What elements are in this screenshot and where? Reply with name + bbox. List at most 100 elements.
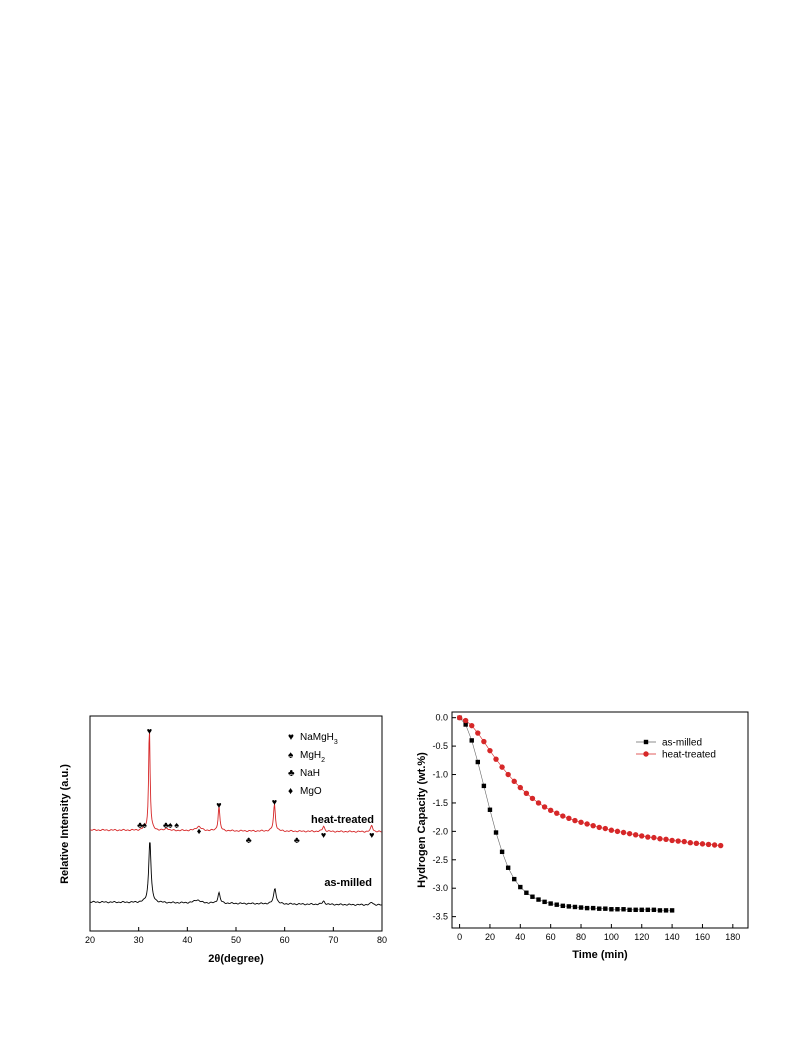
h2-y-tick-label: -3.0 — [432, 883, 448, 893]
h2-data-point — [578, 819, 584, 825]
xrd-chart-svg: 20 30 40 50 60 70 80 ♥♣ ♠ ♣ ♠ ♠♦♥♣♥♣ ♥ ♥ ♥ NaMgH3♠ MgH… — [59, 715, 387, 965]
h2-data-point — [487, 807, 493, 812]
h2-data-point — [681, 838, 687, 845]
h2-data-point — [505, 771, 511, 778]
h2-data-point — [597, 906, 602, 911]
xrd-peak-marker: ♠ — [168, 820, 173, 830]
h2-data-point — [711, 842, 718, 848]
xrd-legend-label: MgH2 — [300, 750, 325, 764]
h2-data-point — [669, 908, 675, 913]
h2-x-tick-label: 180 — [725, 932, 740, 942]
h2-plot-frame — [451, 711, 749, 929]
h2-data-point — [517, 784, 524, 791]
xrd-x-tick-label: 20 — [85, 935, 95, 945]
xrd-series-line — [89, 730, 382, 833]
xrd-x-tick-label: 70 — [328, 935, 338, 945]
xrd-peak-marker: ♣ — [137, 820, 143, 830]
h2-data-point — [536, 897, 541, 902]
h2-data-point — [523, 790, 530, 796]
h2-data-point — [566, 815, 572, 821]
h2-y-tick-label: -1.5 — [432, 798, 448, 808]
h2-data-point — [626, 830, 633, 837]
h2-data-point — [481, 738, 487, 745]
xrd-series-line — [89, 842, 382, 906]
xrd-peak-marker: ♥ — [147, 726, 152, 736]
h2-x-tick-label: 80 — [576, 932, 586, 942]
xrd-legend-symbol: ♣ — [288, 768, 295, 779]
h2-data-point — [663, 836, 669, 843]
h2-data-point — [603, 906, 608, 911]
xrd-peak-marker: ♠ — [174, 820, 179, 830]
h2-data-point — [651, 907, 657, 913]
xrd-peak-marker: ♥ — [216, 800, 221, 810]
h2-data-point — [687, 840, 694, 846]
hydrogen-capacity-chart: 0 20 40 60 80 100 120 140 160 180 0.0 -0.5 -1.0 -1.5 -… — [412, 708, 752, 974]
h2-data-point — [487, 747, 493, 754]
h2-data-point — [469, 738, 474, 743]
xrd-x-tick-label: 60 — [280, 935, 290, 945]
h2-data-point — [572, 904, 578, 910]
h2-data-point — [615, 907, 620, 912]
h2-data-point — [633, 907, 638, 913]
xrd-legend-symbol: ♥ — [288, 732, 294, 743]
h2-data-point — [505, 865, 511, 870]
h2-series-line — [459, 717, 673, 911]
h2-data-point — [609, 907, 614, 912]
h2-data-point — [560, 813, 566, 819]
h2-data-point — [645, 834, 651, 840]
h2-data-point — [657, 836, 663, 842]
hydrogen-capacity-chart-svg: 0 20 40 60 80 100 120 140 160 180 0.0 -0.5 -1.0 -1.5 -… — [416, 711, 749, 961]
h2-data-point — [535, 800, 542, 806]
xrd-peak-marker: ♣ — [246, 835, 252, 845]
h2-data-point — [675, 838, 681, 844]
h2-legend-marker — [643, 751, 649, 757]
h2-data-point — [493, 830, 499, 835]
h2-data-point — [554, 810, 560, 816]
h2-x-tick-label: 140 — [665, 932, 680, 942]
h2-data-point — [456, 714, 463, 721]
xrd-series-label: as-milled — [324, 877, 372, 889]
xrd-y-axis-label: Relative Intensity (a.u.) — [59, 764, 71, 884]
h2-data-point — [481, 783, 487, 789]
h2-data-point — [620, 829, 627, 836]
h2-y-tick-label: -1.0 — [432, 770, 448, 780]
h2-x-tick-label: 160 — [695, 932, 710, 942]
h2-y-tick-label: -2.5 — [432, 855, 448, 865]
h2-data-point — [578, 905, 584, 910]
h2-data-point — [542, 899, 547, 905]
xrd-chart: 20 30 40 50 60 70 80 ♥ ♣ ♠ ♣ ♠ ♠ ♦ ♥ ♣ ♥ ♣ ♥ ♥ ♥ NaMgH3 ♠ MgH… — [56, 710, 396, 1000]
xrd-legend-label: NaMgH3 — [300, 732, 338, 746]
h2-data-point — [462, 717, 469, 724]
xrd-series-label: heat-treated — [311, 814, 374, 826]
h2-x-tick-label: 20 — [485, 932, 495, 942]
xrd-peak-marker: ♥ — [321, 830, 326, 840]
xrd-x-tick-label: 30 — [134, 935, 144, 945]
h2-legend-label: as-milled — [662, 738, 702, 749]
h2-data-point — [651, 834, 657, 841]
h2-data-point — [493, 756, 499, 762]
xrd-legend-label: NaH — [300, 768, 320, 779]
h2-x-tick-label: 60 — [546, 932, 556, 942]
h2-data-point — [669, 837, 675, 844]
h2-data-point — [475, 759, 481, 765]
h2-data-point — [717, 842, 724, 849]
h2-y-tick-label: 0.0 — [435, 713, 448, 723]
h2-data-point — [645, 907, 651, 913]
h2-data-point — [584, 905, 590, 911]
h2-x-tick-label: 100 — [604, 932, 619, 942]
h2-data-point — [621, 907, 626, 912]
h2-data-point — [499, 849, 505, 855]
h2-data-point — [566, 904, 572, 909]
h2-data-point — [572, 817, 578, 824]
xrd-peak-marker: ♦ — [197, 826, 202, 836]
h2-y-axis-label: Hydrogen Capacity (wt.%) — [416, 752, 428, 888]
h2-data-point — [499, 764, 505, 770]
xrd-peak-marker: ♥ — [369, 830, 374, 840]
h2-data-point — [463, 722, 468, 727]
h2-x-tick-label: 120 — [634, 932, 649, 942]
xrd-peak-marker: ♥ — [272, 797, 277, 807]
xrd-x-tick-label: 80 — [377, 935, 387, 945]
xrd-x-axis-label: 2θ(degree) — [208, 953, 264, 965]
h2-data-point — [560, 903, 566, 909]
h2-x-tick-label: 40 — [515, 932, 525, 942]
